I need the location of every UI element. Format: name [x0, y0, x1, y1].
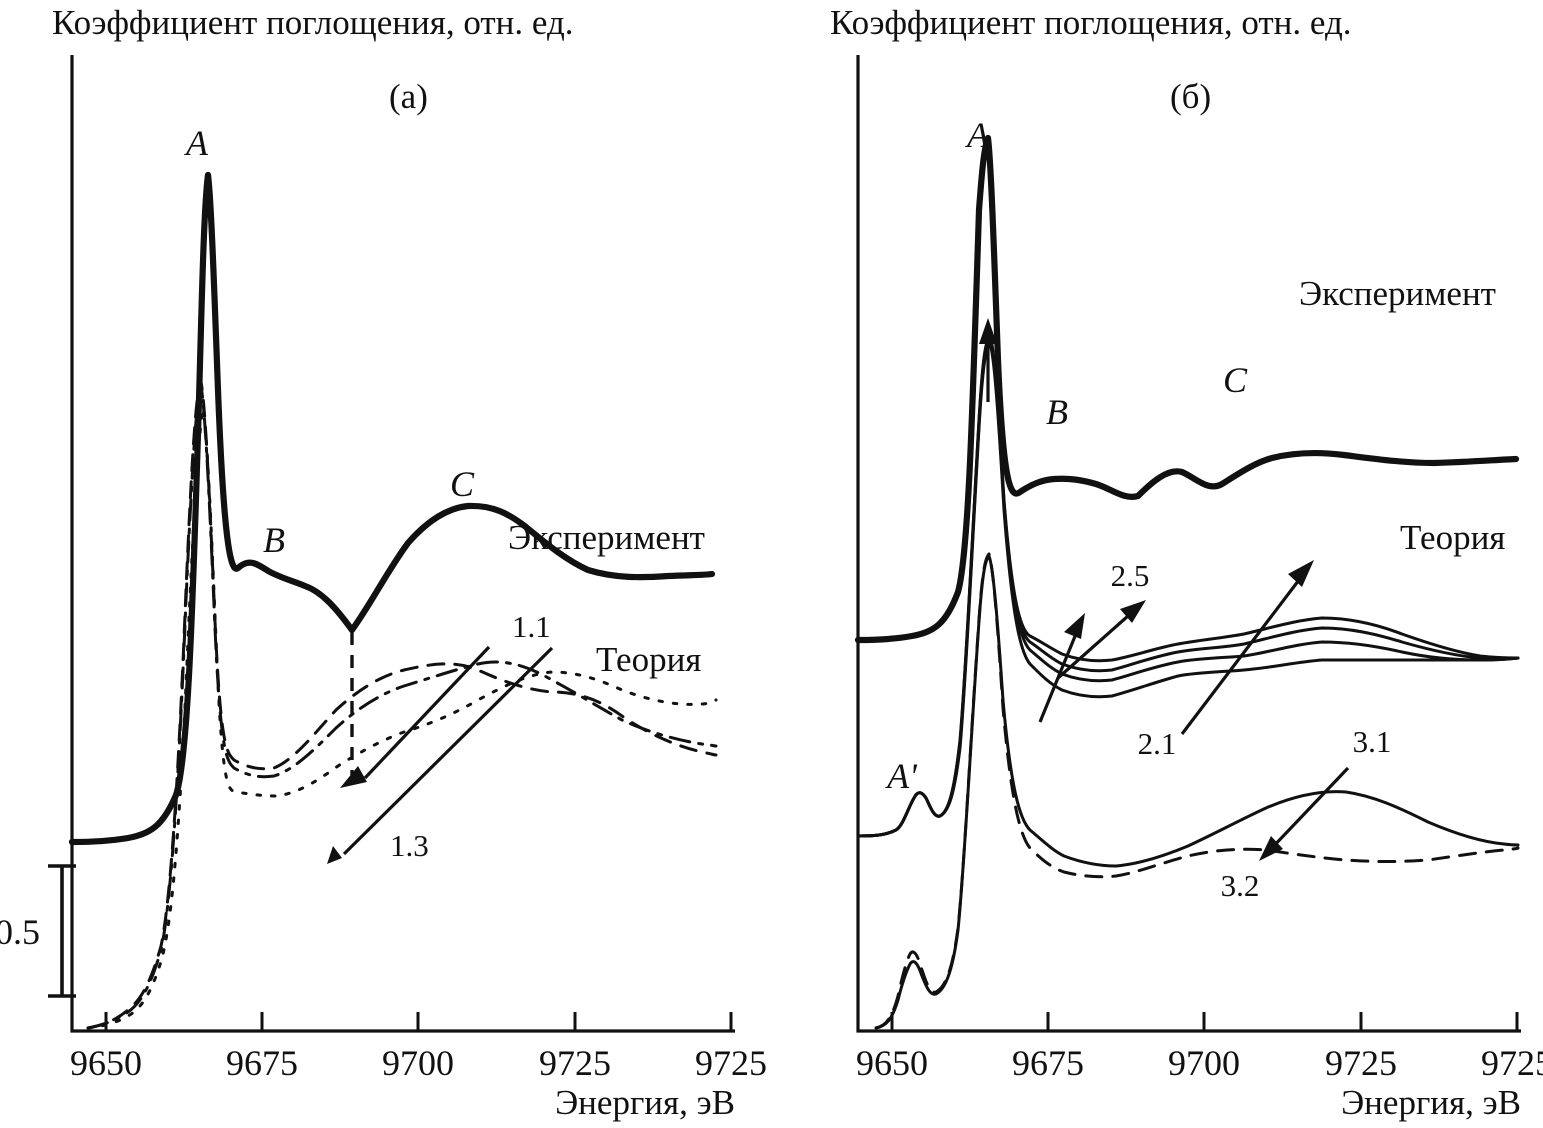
panel-a-xtick-3: 9725 [539, 1043, 611, 1083]
panel-b-annotation-arrow-2-1 [1180, 560, 1314, 735]
panel-a-axes [70, 55, 735, 1033]
panel-b-annotation-arrow-2-5 [1056, 600, 1146, 680]
panel-a-peak-label-A: A [184, 123, 209, 163]
panel-b-theory-curve-2-5 [856, 342, 1520, 838]
panel-b-peak-up-arrow [979, 318, 997, 402]
panel-b-annotation-arrow-family-left [1038, 613, 1085, 723]
panel-b-xtick-0: 9650 [856, 1043, 928, 1083]
panel-a-xtick-2: 9700 [382, 1043, 454, 1083]
panel-a-scale-bar-label: 0.5 [0, 912, 40, 952]
panel-a-x-axis-title: Энергия, эВ [555, 1083, 735, 1122]
panel-b-theory-curve-3-1 [874, 554, 1520, 1030]
panel-a-annotation-1-1: 1.1 [512, 609, 551, 644]
panel-a-scale-bar [48, 864, 76, 998]
panel-a-annotation-arrow-1-3 [327, 646, 554, 864]
panel-a-xtick-1: 9675 [226, 1043, 298, 1083]
panel-b: Коэффициент поглощения, отн. ед. (б) 965… [830, 3, 1543, 1122]
panel-a: Коэффициент поглощения, отн. ед. (a) 965… [0, 3, 767, 1122]
panel-b-annotation-3-2: 3.2 [1221, 868, 1260, 903]
panel-b-y-axis-title: Коэффициент поглощения, отн. ед. [830, 3, 1352, 42]
panel-a-xtick-4: 9725 [695, 1043, 767, 1083]
panel-b-xtick-4: 9725 [1481, 1043, 1543, 1083]
panel-a-legend-theory: Теория [596, 640, 701, 679]
panel-b-xtick-3: 9725 [1325, 1043, 1397, 1083]
panel-b-xtick-1: 9675 [1012, 1043, 1084, 1083]
panel-a-xtick-0: 9650 [70, 1043, 142, 1083]
panel-b-annotation-arrow-3-1-to-3-2 [1259, 766, 1350, 861]
panel-b-x-axis-title: Энергия, эВ [1341, 1083, 1521, 1122]
panel-b-experiment-curve [854, 134, 1520, 644]
panel-b-peak-label-A-prime: A' [885, 756, 918, 796]
panel-a-x-ticks [104, 1012, 733, 1031]
panel-b-x-ticks [890, 1012, 1519, 1031]
panel-b-legend-experiment: Эксперимент [1299, 274, 1496, 313]
panel-a-annotation-arrow-1-1 [340, 645, 491, 788]
panel-b-axes [856, 55, 1521, 1033]
panel-a-theory-curve-1-3 [86, 406, 718, 1030]
panel-b-annotation-2-1: 2.1 [1138, 726, 1177, 761]
panel-b-peak-label-A: A [965, 115, 990, 155]
panel-b-annotation-2-5: 2.5 [1111, 558, 1150, 593]
panel-a-experiment-curve [68, 171, 716, 846]
panel-b-label: (б) [1170, 77, 1211, 116]
panel-a-theory-curve-1-1 [86, 380, 718, 1030]
panel-b-legend-theory: Теория [1400, 518, 1505, 557]
panel-b-annotation-3-1: 3.1 [1353, 724, 1392, 759]
panel-a-peak-label-C: C [450, 464, 475, 504]
panel-a-label: (a) [389, 77, 428, 116]
panel-b-peak-label-B: B [1046, 392, 1068, 432]
panel-b-theory-curve-3-2 [874, 552, 1520, 1030]
panel-b-xtick-2: 9700 [1168, 1043, 1240, 1083]
panel-b-peak-label-C: C [1223, 360, 1248, 400]
panel-a-peak-label-B: B [263, 520, 285, 560]
panel-a-y-axis-title: Коэффициент поглощения, отн. ед. [52, 3, 574, 42]
panel-a-legend-experiment: Эксперимент [508, 518, 705, 557]
panel-a-annotation-1-3: 1.3 [390, 828, 429, 863]
